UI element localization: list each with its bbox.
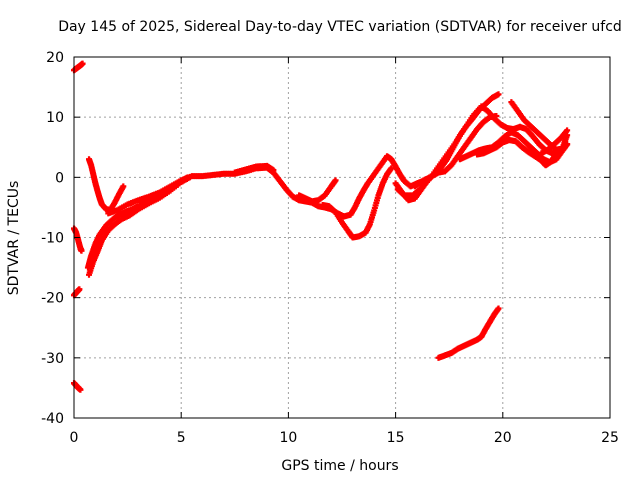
series-arc-9 (231, 162, 277, 176)
tick-layer: 0 5 10 15 20 25 -40 -30 -20 -10 0 10 20 (41, 50, 619, 446)
y-tick-label: -40 (41, 411, 64, 427)
y-axis-label: SDTVAR / TECUs (6, 181, 22, 296)
series-arc-10 (296, 177, 339, 205)
y-tick-label: -10 (41, 231, 64, 247)
x-tick-label: 5 (177, 430, 186, 446)
x-tick-label: 0 (70, 430, 79, 446)
y-tick-label: -20 (41, 291, 64, 307)
series-arc-16 (474, 132, 571, 169)
data-point (270, 167, 277, 174)
x-tick-label: 25 (601, 430, 619, 446)
data-point (564, 127, 571, 134)
x-axis-label: GPS time / hours (281, 458, 398, 474)
y-tick-label: 20 (46, 50, 64, 66)
data-point (388, 165, 395, 172)
data-point (495, 305, 502, 312)
chart-title: Day 145 of 2025, Sidereal Day-to-day VTE… (58, 19, 622, 35)
series-arc-18 (538, 127, 571, 157)
series-arc-3 (71, 286, 83, 299)
series-arc-5 (86, 156, 127, 213)
data-point (564, 141, 571, 148)
y-tick-label: 0 (55, 170, 64, 186)
x-tick-label: 10 (279, 430, 297, 446)
series-arc-14 (411, 112, 500, 190)
y-tick-label: 10 (46, 110, 64, 126)
data-point (79, 60, 86, 67)
data-point (495, 91, 502, 98)
series-arc-1 (71, 60, 86, 74)
x-tick-label: 20 (494, 430, 512, 446)
x-tick-label: 15 (387, 430, 405, 446)
data-point (78, 247, 85, 254)
data-point (493, 112, 500, 119)
data-point (120, 183, 127, 190)
data-point (77, 386, 84, 393)
data-point (76, 286, 83, 293)
series-arc-19 (435, 305, 502, 361)
data-point (332, 177, 339, 184)
y-tick-label: -30 (41, 351, 64, 367)
series-arc-11 (319, 165, 395, 241)
